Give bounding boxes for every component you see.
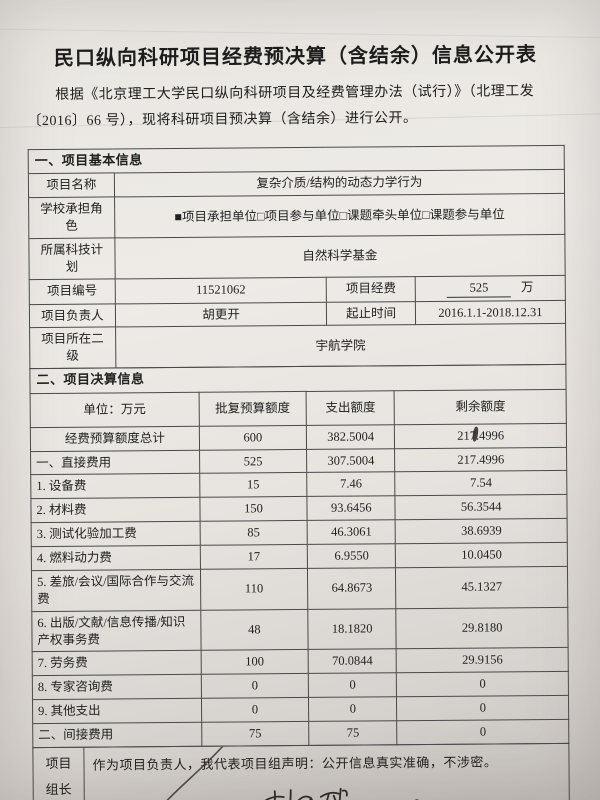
- row-label: 5. 差旅/会议/国际合作与交流费: [31, 569, 201, 612]
- declaration-label-line: 组长: [45, 781, 72, 797]
- row-remaining: 0: [397, 719, 569, 745]
- declaration-statement: 作为项目负责人，我代表项目组声明：公开信息真实准确，不涉密。: [92, 754, 498, 773]
- row-spent: 382.5004: [306, 424, 395, 449]
- date-year-handwritten: 2019: [385, 794, 424, 800]
- row-budget: 15: [199, 472, 307, 498]
- row-spent: 6.9550: [307, 543, 396, 569]
- row-spent: 64.8673: [307, 567, 397, 610]
- row-remaining: 56.3544: [395, 494, 568, 520]
- date-month-handwritten: 11: [453, 795, 472, 800]
- row-budget: 100: [200, 649, 309, 675]
- table-header-row: 单位：万元 批复预算额度 支出额度 剩余额度: [30, 389, 567, 428]
- row-spent: 70.0844: [308, 649, 397, 674]
- table-row: 所属科技计划 自然科学基金: [28, 234, 566, 280]
- document-content: 民口纵向科研项目经费预决算（含结余）信息公开表 根据《北京理工大学民口纵向科研项…: [27, 32, 570, 800]
- project-name-value: 复杂介质/结构的动态力学行为: [114, 169, 565, 198]
- table-row: 项目所在二级 宇航学院: [29, 323, 566, 369]
- project-no-label: 项目编号: [29, 278, 116, 305]
- row-spent: 18.1820: [307, 608, 397, 650]
- budget-amount: 525: [446, 279, 512, 298]
- budget-label: 项目经费: [326, 276, 416, 302]
- project-no-value: 11521062: [114, 276, 327, 304]
- row-spent: 93.6456: [306, 495, 396, 521]
- budget-value: 525 万: [415, 275, 566, 302]
- table-row: 5. 差旅/会议/国际合作与交流费 110 64.8673 45.1327: [31, 566, 568, 612]
- program-value: 自然科学基金: [114, 234, 566, 279]
- row-spent: 46.3061: [307, 519, 396, 545]
- row-remaining: 0: [396, 671, 569, 697]
- row-budget: 525: [199, 448, 307, 474]
- duration-value: 2016.1.1-2018.12.31: [415, 299, 566, 326]
- row-budget: 600: [199, 425, 307, 450]
- handwritten-date: 2019 年 11 月 22 日: [385, 794, 557, 800]
- budget-unit: 万: [520, 279, 534, 294]
- row-spent: 0: [308, 696, 398, 722]
- table-row: 项目 组长 声明 作为项目负责人，我代表项目组声明：公开信息真实准确，不涉密。 …: [32, 743, 570, 800]
- declaration-table: 项目 组长 声明 作为项目负责人，我代表项目组声明：公开信息真实准确，不涉密。 …: [32, 743, 570, 800]
- row-budget: 75: [201, 721, 309, 747]
- row-remaining: 217.4996: [394, 446, 567, 473]
- row-remaining: 45.1327: [395, 566, 568, 609]
- role-checkboxes: ■项目承担单位□项目参与单位□课题牵头单位□课题参与单位: [114, 193, 565, 238]
- role-label: 学校承担角色: [28, 197, 115, 239]
- row-spent: 7.46: [306, 472, 396, 497]
- pi-label: 项目负责人: [29, 303, 116, 329]
- program-label: 所属科技计划: [28, 237, 115, 280]
- col-spent: 支出额度: [306, 390, 395, 426]
- row-budget: 0: [201, 697, 309, 723]
- row-label: 1. 设备费: [30, 473, 200, 499]
- intro-paragraph: 根据《北京理工大学民口纵向科研项目及经费管理办法（试行）》（北理工发〔2016〕…: [27, 84, 535, 130]
- row-remaining: 29.8180: [396, 607, 569, 650]
- row-label: 9. 其他支出: [32, 698, 202, 724]
- form-tables: 一、项目基本信息 项目名称 复杂介质/结构的动态力学行为 学校承担角色 ■项目承…: [28, 145, 570, 800]
- dept-value: 宇航学院: [115, 323, 566, 369]
- row-spent: 75: [308, 720, 398, 746]
- row-budget: 85: [199, 520, 308, 546]
- row-budget: 0: [201, 673, 309, 699]
- row-label: 7. 劳务费: [32, 650, 202, 676]
- settlement-table: 二、项目决算信息 单位：万元 批复预算额度 支出额度 剩余额度 经费预算额度总计…: [29, 364, 569, 748]
- row-remaining: 29.9156: [396, 647, 569, 673]
- row-remaining: 217.4996: [394, 423, 567, 449]
- row-budget: 48: [200, 609, 309, 651]
- row-label: 一、直接费用: [30, 449, 200, 475]
- row-label: 6. 出版/文献/信息传播/知识产权事务费: [31, 609, 201, 652]
- col-remaining: 剩余额度: [394, 389, 567, 425]
- col-budget: 批复预算额度: [198, 391, 307, 426]
- row-remaining: 7.54: [395, 470, 567, 496]
- remaining-value: 217.4996: [457, 428, 505, 443]
- row-budget: 150: [199, 496, 308, 522]
- signature-handwriting: [265, 787, 349, 800]
- page-title: 民口纵向科研项目经费预决算（含结余）信息公开表: [53, 42, 538, 70]
- table-row: 学校承担角色 ■项目承担单位□项目参与单位□课题牵头单位□课题参与单位: [28, 193, 565, 239]
- declaration-label: 项目 组长 声明: [32, 747, 85, 800]
- row-budget: 17: [200, 544, 308, 570]
- row-remaining: 10.0450: [395, 542, 568, 568]
- table-row: 6. 出版/文献/信息传播/知识产权事务费 48 18.1820 29.8180: [31, 607, 569, 652]
- row-spent: 307.5004: [306, 448, 396, 473]
- basic-info-table: 一、项目基本信息 项目名称 复杂介质/结构的动态力学行为 学校承担角色 ■项目承…: [28, 145, 567, 370]
- row-budget: 110: [200, 568, 308, 610]
- row-label: 3. 测试化验加工费: [31, 521, 201, 547]
- project-name-label: 项目名称: [28, 173, 115, 198]
- row-label: 8. 专家咨询费: [32, 674, 202, 700]
- declaration-label-line: 项目: [45, 755, 72, 771]
- row-label: 二、间接费用: [32, 722, 202, 748]
- row-spent: 0: [308, 672, 397, 698]
- row-remaining: 38.6939: [395, 518, 568, 544]
- duration-label: 起止时间: [326, 301, 416, 326]
- row-label: 2. 材料费: [30, 497, 200, 523]
- dept-label: 项目所在二级: [29, 327, 116, 369]
- pi-name: 胡更开: [115, 301, 328, 328]
- col-unit: 单位：万元: [30, 392, 200, 428]
- row-remaining: 0: [396, 695, 569, 721]
- row-label: 经费预算额度总计: [30, 425, 200, 452]
- row-label: 4. 燃料动力费: [31, 545, 201, 571]
